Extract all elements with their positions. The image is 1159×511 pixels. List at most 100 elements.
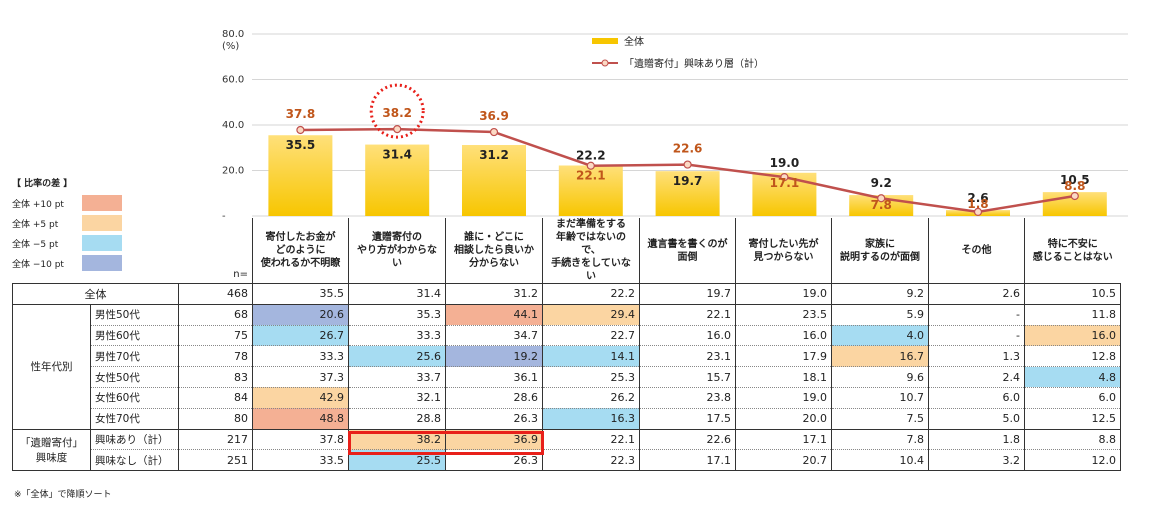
table-row: 女性50代 83 37.3 33.7 36.1 25.3 15.7 18.1 9.6 2.4 4.8 [13, 366, 1121, 388]
y-tick-label: 60.0 [222, 75, 244, 86]
legend-line-marker [601, 59, 609, 67]
table-cell: 23.1 [639, 345, 736, 368]
table-cell: 26.2 [542, 387, 640, 409]
row-n: 75 [178, 325, 253, 347]
table-cell: 35.3 [348, 304, 446, 326]
diff-legend-label: 全体 −10 pt [12, 259, 64, 270]
y-axis-ticks: 80.0 60.0 40.0 20.0 - [222, 29, 244, 218]
table-cell: 17.5 [639, 408, 736, 430]
line-point [683, 160, 692, 169]
table-cell: 1.8 [928, 429, 1025, 451]
table-cell: 34.7 [445, 325, 543, 347]
table-cell: 23.5 [735, 304, 832, 326]
table-row: 興味なし（計） 251 33.5 25.5 26.3 22.3 17.1 20.7 10.4 3.… [13, 449, 1121, 472]
table-cell: 10.4 [831, 449, 929, 472]
table-cell: 22.6 [639, 429, 736, 451]
table-cell: 5.9 [831, 304, 929, 326]
y-tick-label: 80.0 [222, 29, 244, 40]
line-point [296, 125, 305, 135]
legend-line-label: 「遺贈寄付」興味あり層（計） [624, 57, 764, 70]
diff-legend-swatch [82, 215, 122, 231]
table-cell: 2.4 [928, 366, 1025, 388]
table-cell: 31.2 [445, 283, 543, 305]
category-header: まだ準備をする 年齢ではないので、 手続きをしていない [542, 218, 640, 284]
y-tick-label: 40.0 [222, 120, 244, 131]
data-table: n= 寄付したお金が どのように 使われるか不明瞭 遺贈寄付の やり方がわからない 誰に・ど… [12, 218, 1121, 472]
table-cell: 18.1 [735, 366, 832, 388]
bar [365, 144, 430, 216]
category-header: 特に不安に 感じることはない [1024, 218, 1121, 284]
y-tick-label: 20.0 [222, 166, 244, 177]
table-cell: 29.4 [542, 304, 640, 326]
legend-bar-swatch [592, 38, 618, 44]
table-cell: 36.9 [445, 429, 543, 451]
bar [655, 171, 720, 216]
row-n: 84 [178, 387, 253, 409]
table-cell: 37.8 [252, 429, 349, 451]
category-header: その他 [928, 218, 1025, 284]
diff-legend-swatch [82, 235, 122, 251]
table-cell: 23.8 [639, 387, 736, 409]
table-cell: 4.8 [1024, 366, 1121, 388]
table-cell: - [928, 325, 1025, 347]
table-cell: 22.1 [542, 429, 640, 451]
bar-value-label: 2.6 [967, 191, 988, 205]
bar-series: 35.5 31.4 31.2 22.2 19.7 19.0 9.2 2.6 10.5 [268, 135, 1107, 216]
table-cell: 11.8 [1024, 304, 1121, 326]
row-label: 男性70代 [90, 345, 179, 368]
category-header: 誰に・どこに 相談したら良いか 分からない [445, 218, 543, 284]
row-n: 468 [178, 283, 253, 305]
table-cell: 3.2 [928, 449, 1025, 472]
table-cell: 25.5 [348, 449, 446, 472]
row-n: 80 [178, 408, 253, 430]
table-cell: 20.6 [252, 304, 349, 326]
table-cell: 33.3 [348, 325, 446, 347]
table-row: 男性70代 78 33.3 25.6 19.2 14.1 23.1 17.9 16.7 1.3 12… [13, 345, 1121, 368]
line-point [780, 172, 789, 182]
row-label: 女性60代 [90, 387, 179, 409]
table-cell: 26.3 [445, 449, 543, 472]
table-row: 男性60代 75 26.7 33.3 34.7 22.7 16.0 16.0 4.0-16.0 [13, 325, 1121, 347]
line-value-label: 38.2 [382, 106, 412, 120]
table-cell: 8.8 [1024, 429, 1121, 451]
table-cell: 12.0 [1024, 449, 1121, 472]
line-value-label: 1.8 [967, 197, 988, 211]
table-cell: 9.6 [831, 366, 929, 388]
table-cell: 25.6 [348, 345, 446, 368]
table-cell: 22.2 [542, 283, 640, 305]
line-point [489, 127, 499, 137]
line-point [1070, 191, 1079, 201]
diff-legend-row: 全体 +5 pt [12, 213, 130, 233]
table-cell: 7.8 [831, 429, 929, 451]
row-label: 全体 [12, 283, 179, 305]
row-n: 78 [178, 345, 253, 368]
table-cell: - [928, 304, 1025, 326]
diff-legend-label: 全体 +10 pt [12, 199, 64, 210]
table-cell: 10.5 [1024, 283, 1121, 305]
category-header: 遺言書を書くのが 面倒 [639, 218, 736, 284]
table-cell: 2.6 [928, 283, 1025, 305]
line-value-label: 22.6 [673, 142, 703, 156]
category-header: 遺贈寄付の やり方がわからない [348, 218, 446, 284]
bar-value-label: 9.2 [871, 176, 892, 190]
bar-value-label: 19.0 [770, 156, 800, 170]
line-point [973, 207, 983, 217]
bar [462, 145, 526, 216]
group-label: 性年代別 [12, 304, 91, 430]
table-cell: 38.2 [348, 429, 446, 451]
line-value-label: 37.8 [286, 107, 316, 121]
table-cell: 5.0 [928, 408, 1025, 430]
footnote: ※「全体」で降順ソート [14, 490, 112, 500]
table-cell: 28.8 [348, 408, 446, 430]
table-cell: 20.7 [735, 449, 832, 472]
bar-value-label: 19.7 [673, 174, 703, 188]
diff-legend-row: 全体 −5 pt [12, 233, 130, 253]
table-cell: 31.4 [348, 283, 446, 305]
table-cell: 33.5 [252, 449, 349, 472]
table-cell: 16.0 [735, 325, 832, 347]
table-cell: 37.3 [252, 366, 349, 388]
bar-value-label: 10.5 [1060, 173, 1090, 187]
line-value-label: 7.8 [871, 198, 892, 212]
table-cell: 22.1 [639, 304, 736, 326]
line-value-label: 36.9 [479, 109, 509, 123]
